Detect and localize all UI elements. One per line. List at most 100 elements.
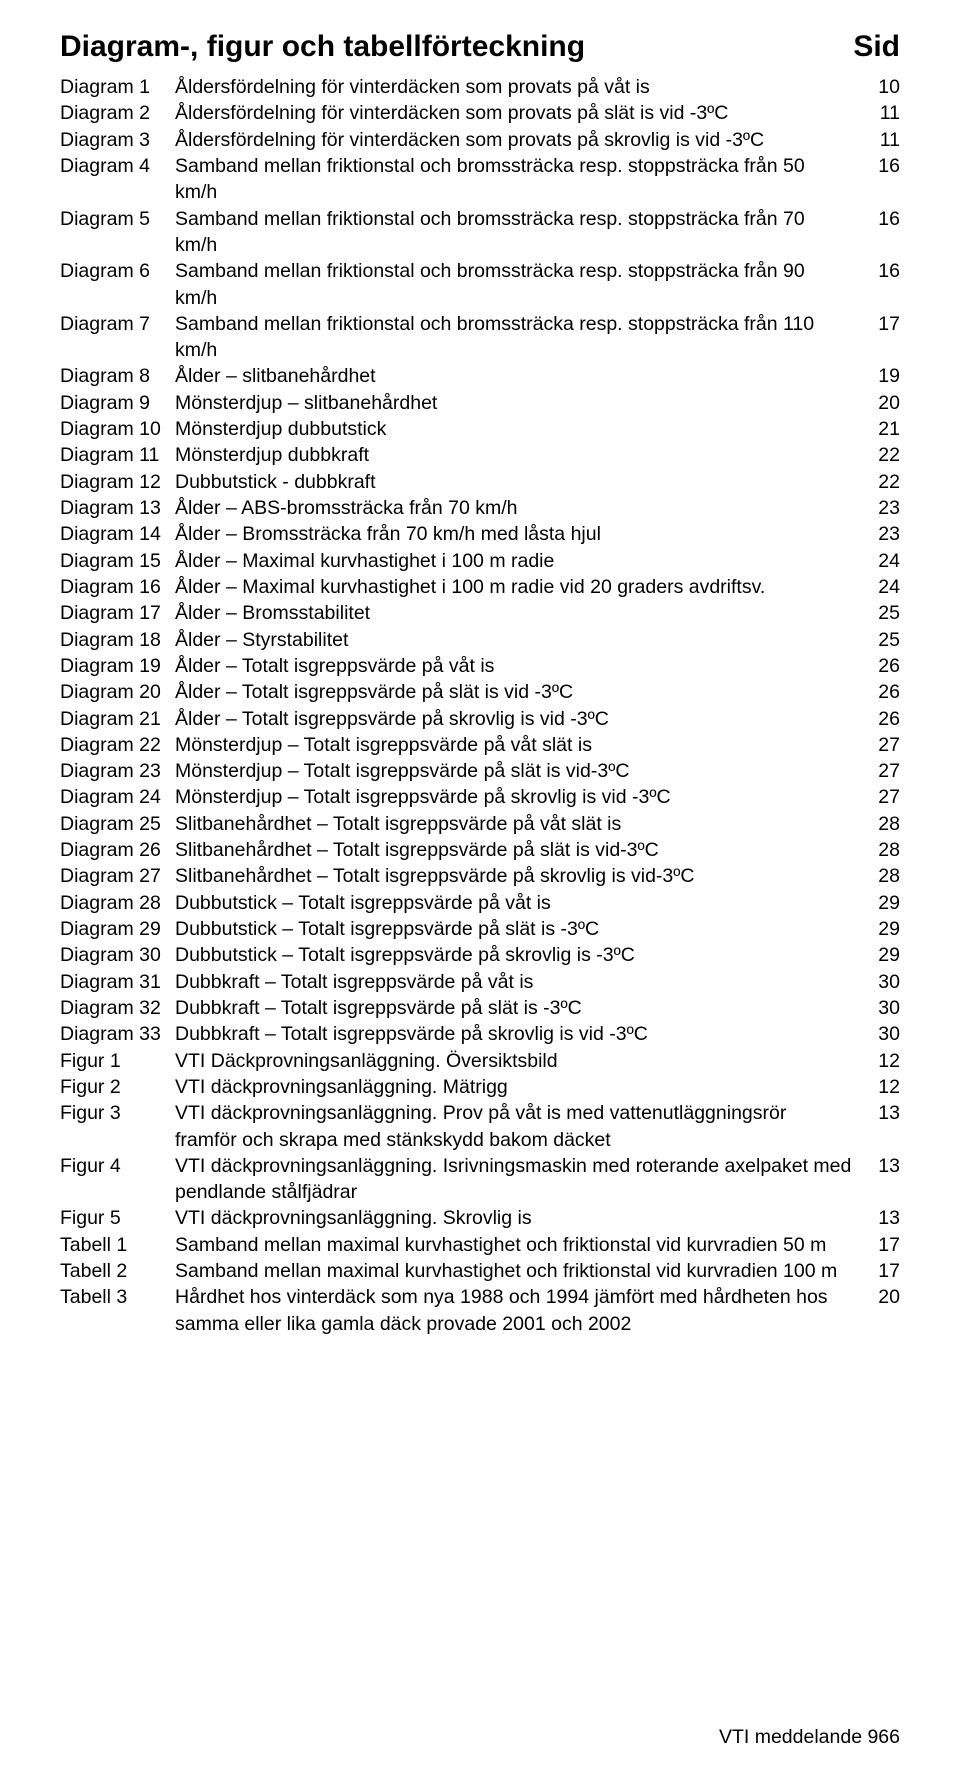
toc-entry-page: 17	[860, 311, 900, 337]
toc-entry-page: 20	[860, 1284, 900, 1310]
toc-entry-desc: Ålder – Totalt isgreppsvärde på slät is …	[175, 679, 860, 705]
toc-entry-label: Diagram 32	[60, 995, 175, 1021]
toc-entry-desc: Mönsterdjup – Totalt isgreppsvärde på vå…	[175, 732, 860, 758]
toc-entry-page: 11	[860, 127, 900, 153]
toc-entry: Diagram 33Dubbkraft – Totalt isgreppsvär…	[60, 1021, 900, 1047]
toc-entry-desc: VTI däckprovningsanläggning. Isrivningsm…	[175, 1153, 860, 1206]
toc-entry: Figur 5VTI däckprovningsanläggning. Skro…	[60, 1205, 900, 1231]
toc-entry: Diagram 6Samband mellan friktionstal och…	[60, 258, 900, 311]
toc-entry: Diagram 11Mönsterdjup dubbkraft22	[60, 442, 900, 468]
toc-entry-page: 17	[860, 1258, 900, 1284]
toc-entry-desc: Åldersfördelning för vinterdäcken som pr…	[175, 127, 860, 153]
toc-entry-desc: VTI däckprovningsanläggning. Mätrigg	[175, 1074, 860, 1100]
toc-entry: Diagram 27Slitbanehårdhet – Totalt isgre…	[60, 863, 900, 889]
toc-entry-label: Diagram 15	[60, 548, 175, 574]
toc-entry-desc: Ålder – Totalt isgreppsvärde på skrovlig…	[175, 706, 860, 732]
toc-entry: Diagram 10Mönsterdjup dubbutstick21	[60, 416, 900, 442]
toc-entry: Diagram 3Åldersfördelning för vinterdäck…	[60, 127, 900, 153]
toc-entry: Diagram 1Åldersfördelning för vinterdäck…	[60, 74, 900, 100]
toc-entry-label: Diagram 11	[60, 442, 175, 468]
toc-entry-label: Diagram 9	[60, 390, 175, 416]
toc-entry-desc: Ålder – Maximal kurvhastighet i 100 m ra…	[175, 548, 860, 574]
toc-entry-desc: Dubbkraft – Totalt isgreppsvärde på skro…	[175, 1021, 860, 1047]
toc-entry-page: 21	[860, 416, 900, 442]
toc-entry: Diagram 30Dubbutstick – Totalt isgreppsv…	[60, 942, 900, 968]
toc-entry-page: 20	[860, 390, 900, 416]
toc-entry-label: Tabell 3	[60, 1284, 175, 1310]
toc-entry-label: Figur 3	[60, 1100, 175, 1126]
toc-entry-desc: Mönsterdjup – slitbanehårdhet	[175, 390, 860, 416]
toc-entry-label: Diagram 3	[60, 127, 175, 153]
toc-entry: Figur 3VTI däckprovningsanläggning. Prov…	[60, 1100, 900, 1153]
toc-entry: Diagram 29Dubbutstick – Totalt isgreppsv…	[60, 916, 900, 942]
toc-entry-desc: Dubbutstick – Totalt isgreppsvärde på sl…	[175, 916, 860, 942]
toc-entry-label: Diagram 27	[60, 863, 175, 889]
toc-entry-page: 27	[860, 732, 900, 758]
toc-entry: Diagram 26Slitbanehårdhet – Totalt isgre…	[60, 837, 900, 863]
toc-entry: Tabell 2Samband mellan maximal kurvhasti…	[60, 1258, 900, 1284]
toc-entry-desc: Dubbkraft – Totalt isgreppsvärde på våt …	[175, 969, 860, 995]
toc-entry-page: 28	[860, 863, 900, 889]
toc-entry: Diagram 17Ålder – Bromsstabilitet25	[60, 600, 900, 626]
toc-entry-label: Diagram 31	[60, 969, 175, 995]
toc-entry-desc: Slitbanehårdhet – Totalt isgreppsvärde p…	[175, 837, 860, 863]
toc-entry-desc: Dubbutstick - dubbkraft	[175, 469, 860, 495]
toc-entry-page: 30	[860, 969, 900, 995]
toc-entry-page: 27	[860, 758, 900, 784]
toc-entry-label: Diagram 21	[60, 706, 175, 732]
toc-entry-page: 13	[860, 1100, 900, 1126]
toc-entry-page: 29	[860, 942, 900, 968]
toc-entry-page: 30	[860, 995, 900, 1021]
toc-entry: Diagram 23Mönsterdjup – Totalt isgreppsv…	[60, 758, 900, 784]
toc-entry-page: 17	[860, 1232, 900, 1258]
toc-list: Diagram 1Åldersfördelning för vinterdäck…	[60, 74, 900, 1337]
toc-entry: Diagram 12Dubbutstick - dubbkraft22	[60, 469, 900, 495]
toc-entry: Diagram 28Dubbutstick – Totalt isgreppsv…	[60, 890, 900, 916]
toc-entry-page: 26	[860, 679, 900, 705]
toc-entry: Diagram 24Mönsterdjup – Totalt isgreppsv…	[60, 784, 900, 810]
toc-entry-desc: Dubbutstick – Totalt isgreppsvärde på vå…	[175, 890, 860, 916]
toc-entry-label: Tabell 2	[60, 1258, 175, 1284]
toc-entry-label: Diagram 12	[60, 469, 175, 495]
toc-entry-label: Diagram 10	[60, 416, 175, 442]
toc-entry-label: Diagram 4	[60, 153, 175, 179]
toc-entry-label: Diagram 16	[60, 574, 175, 600]
toc-entry: Diagram 20Ålder – Totalt isgreppsvärde p…	[60, 679, 900, 705]
toc-entry-desc: VTI däckprovningsanläggning. Skrovlig is	[175, 1205, 860, 1231]
toc-entry-page: 27	[860, 784, 900, 810]
footer-text: VTI meddelande 966	[719, 1726, 900, 1749]
toc-entry-page: 22	[860, 442, 900, 468]
toc-entry: Diagram 8Ålder – slitbanehårdhet19	[60, 363, 900, 389]
toc-entry-desc: Åldersfördelning för vinterdäcken som pr…	[175, 100, 860, 126]
toc-entry-page: 10	[860, 74, 900, 100]
toc-entry-label: Figur 2	[60, 1074, 175, 1100]
toc-entry-page: 23	[860, 495, 900, 521]
toc-entry-desc: Samband mellan maximal kurvhastighet och…	[175, 1258, 860, 1284]
toc-entry: Diagram 16Ålder – Maximal kurvhastighet …	[60, 574, 900, 600]
toc-entry-desc: Dubbkraft – Totalt isgreppsvärde på slät…	[175, 995, 860, 1021]
toc-entry-page: 16	[860, 153, 900, 179]
toc-entry: Diagram 9Mönsterdjup – slitbanehårdhet20	[60, 390, 900, 416]
toc-entry-desc: Ålder – ABS-bromssträcka från 70 km/h	[175, 495, 860, 521]
toc-entry-desc: Mönsterdjup – Totalt isgreppsvärde på sl…	[175, 758, 860, 784]
toc-entry: Diagram 4Samband mellan friktionstal och…	[60, 153, 900, 206]
toc-entry-page: 23	[860, 521, 900, 547]
toc-entry: Diagram 14Ålder – Bromssträcka från 70 k…	[60, 521, 900, 547]
toc-entry-page: 24	[860, 574, 900, 600]
toc-entry: Diagram 7Samband mellan friktionstal och…	[60, 311, 900, 364]
toc-entry: Tabell 1Samband mellan maximal kurvhasti…	[60, 1232, 900, 1258]
toc-entry-label: Diagram 25	[60, 811, 175, 837]
toc-entry-desc: Samband mellan friktionstal och bromsstr…	[175, 311, 860, 364]
toc-entry: Tabell 3Hårdhet hos vinterdäck som nya 1…	[60, 1284, 900, 1337]
toc-entry: Figur 4VTI däckprovningsanläggning. Isri…	[60, 1153, 900, 1206]
toc-entry-label: Diagram 6	[60, 258, 175, 284]
toc-entry-label: Diagram 14	[60, 521, 175, 547]
toc-entry-desc: Samband mellan maximal kurvhastighet och…	[175, 1232, 860, 1258]
toc-entry-page: 25	[860, 627, 900, 653]
toc-entry: Diagram 22Mönsterdjup – Totalt isgreppsv…	[60, 732, 900, 758]
toc-entry-desc: Ålder – Styrstabilitet	[175, 627, 860, 653]
toc-entry: Figur 2VTI däckprovningsanläggning. Mätr…	[60, 1074, 900, 1100]
toc-entry-desc: VTI Däckprovningsanläggning. Översiktsbi…	[175, 1048, 860, 1074]
toc-entry-label: Diagram 13	[60, 495, 175, 521]
toc-entry-page: 26	[860, 706, 900, 732]
